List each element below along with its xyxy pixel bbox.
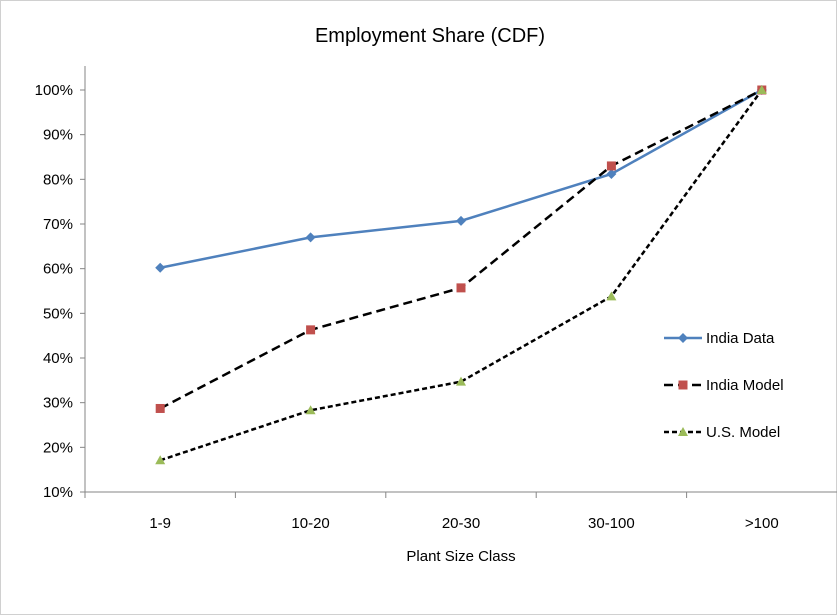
y-tick-label: 90%	[43, 127, 73, 144]
us-model-line	[159, 89, 763, 462]
legend-label: U.S. Model	[706, 424, 780, 441]
legend-label: India Model	[706, 377, 784, 394]
legend-swatch-marker	[678, 427, 688, 436]
us-model-point	[456, 376, 466, 386]
y-tick-label: 20%	[43, 439, 73, 456]
y-tick-label: 50%	[43, 305, 73, 322]
y-tick-label: 10%	[43, 484, 73, 501]
india-data-point	[155, 262, 166, 273]
x-tick-label: 30-100	[588, 515, 635, 532]
legend: India Data India Model U.S. Model	[664, 330, 784, 441]
legend-swatch-marker	[678, 333, 688, 343]
us-model-point	[756, 85, 767, 94]
series-layer	[155, 85, 767, 465]
india-model-point	[456, 283, 466, 293]
x-tick-label: 1-9	[149, 515, 171, 532]
india-data-point	[606, 168, 617, 179]
india-model-point	[155, 403, 165, 413]
legend-swatch-marker	[678, 380, 688, 390]
legend-item-us-model: U.S. Model	[664, 424, 780, 441]
y-tick-label: 40%	[43, 350, 73, 367]
x-tick-label: >100	[745, 515, 779, 532]
y-tick-label: 30%	[43, 395, 73, 412]
x-tick-label: 20-30	[442, 515, 480, 532]
us-model-point	[606, 291, 617, 301]
chart-title: Employment Share (CDF)	[315, 25, 545, 47]
axes: 10% 20% 30% 40% 50% 60% 70% 80% 90% 100% 1-9 10-20 2…	[35, 66, 837, 532]
india-data-point	[305, 232, 316, 243]
india-data-line	[159, 88, 763, 269]
us-model-point	[155, 455, 166, 465]
y-tick-label: 60%	[43, 261, 73, 278]
india-model-point	[606, 161, 616, 171]
y-tick-label: 100%	[35, 82, 73, 99]
india-data-series	[155, 85, 767, 273]
y-tick-label: 80%	[43, 171, 73, 188]
legend-label: India Data	[706, 330, 775, 347]
x-axis-label: Plant Size Class	[406, 548, 515, 565]
us-model-series	[155, 85, 767, 465]
x-tick-label: 10-20	[291, 515, 329, 532]
legend-item-india-model: India Model	[664, 377, 784, 394]
legend-item-india-data: India Data	[664, 330, 775, 347]
y-tick-label: 70%	[43, 216, 73, 233]
us-model-point	[305, 405, 316, 415]
india-data-point	[456, 215, 466, 226]
india-model-point	[306, 325, 316, 335]
